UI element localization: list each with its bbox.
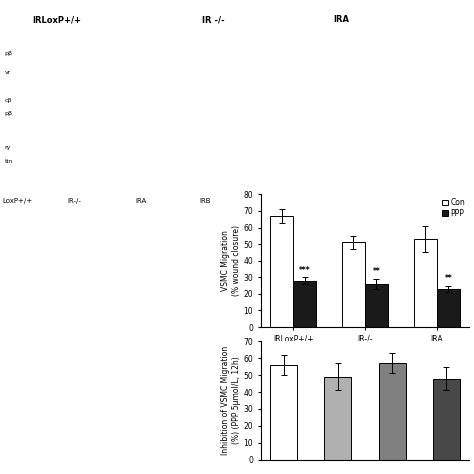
Text: ***: ***: [299, 266, 310, 275]
Text: **: **: [445, 274, 452, 283]
Text: IRB: IRB: [199, 198, 210, 204]
Text: IRA: IRA: [135, 198, 146, 204]
Y-axis label: Inhibition of VSMC Migration
(%) (PPP 5μmol/L, 12h): Inhibition of VSMC Migration (%) (PPP 5μ…: [221, 346, 240, 455]
Text: IRLoxP+/+: IRLoxP+/+: [32, 15, 82, 24]
Bar: [365, 284, 388, 327]
Text: 12 h: 12 h: [261, 427, 278, 436]
Bar: [379, 363, 406, 460]
Text: vr: vr: [5, 70, 11, 74]
Bar: [270, 216, 293, 327]
Bar: [414, 239, 437, 327]
Bar: [293, 281, 316, 327]
Bar: [433, 379, 460, 460]
Bar: [270, 365, 297, 460]
Y-axis label: VSMC Migration
(% wound closure): VSMC Migration (% wound closure): [221, 225, 240, 296]
Text: cβ: cβ: [5, 98, 12, 103]
Text: 0 h: 0 h: [261, 242, 273, 251]
Bar: [324, 377, 351, 460]
Legend: Con, PPP: Con, PPP: [442, 198, 465, 218]
Text: ry: ry: [5, 146, 11, 150]
Text: pβ: pβ: [5, 51, 13, 55]
Text: IRA: IRA: [333, 15, 349, 24]
Bar: [437, 289, 460, 327]
Text: **: **: [373, 267, 380, 276]
Text: 12 h: 12 h: [261, 299, 278, 308]
Text: pβ: pβ: [5, 111, 13, 116]
Text: IR -/-: IR -/-: [202, 15, 225, 24]
Text: 0 h: 0 h: [261, 370, 273, 379]
Text: LoxP+/+: LoxP+/+: [3, 198, 33, 204]
Text: IR-/-: IR-/-: [67, 198, 81, 204]
Bar: [342, 242, 365, 327]
Text: tin: tin: [5, 159, 13, 164]
